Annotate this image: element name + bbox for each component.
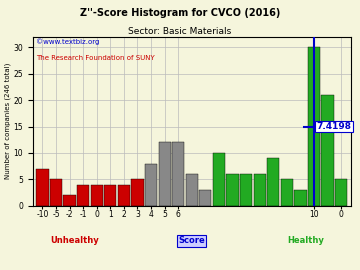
Bar [131,180,144,206]
Bar [294,190,306,206]
Text: Healthy: Healthy [288,237,325,245]
Bar [253,174,266,206]
Bar [118,185,130,206]
Bar [145,164,157,206]
Y-axis label: Number of companies (246 total): Number of companies (246 total) [4,63,11,180]
Bar [226,174,239,206]
Bar [36,169,49,206]
Text: Score: Score [179,237,205,245]
Bar [50,180,62,206]
Text: Unhealthy: Unhealthy [50,237,99,245]
Bar [267,158,279,206]
Bar [91,185,103,206]
Bar [321,95,334,206]
Bar [104,185,116,206]
Text: 7.4198: 7.4198 [317,122,352,131]
Text: The Research Foundation of SUNY: The Research Foundation of SUNY [36,55,155,61]
Bar [158,142,171,206]
Bar [281,180,293,206]
Bar [199,190,211,206]
Bar [335,180,347,206]
Bar [186,174,198,206]
Bar [213,153,225,206]
Text: Z''-Score Histogram for CVCO (2016): Z''-Score Histogram for CVCO (2016) [80,8,280,18]
Bar [77,185,89,206]
Text: ©www.textbiz.org: ©www.textbiz.org [36,38,99,45]
Bar [308,47,320,206]
Bar [172,142,184,206]
Bar [63,195,76,206]
Bar [240,174,252,206]
Text: Sector: Basic Materials: Sector: Basic Materials [129,27,231,36]
